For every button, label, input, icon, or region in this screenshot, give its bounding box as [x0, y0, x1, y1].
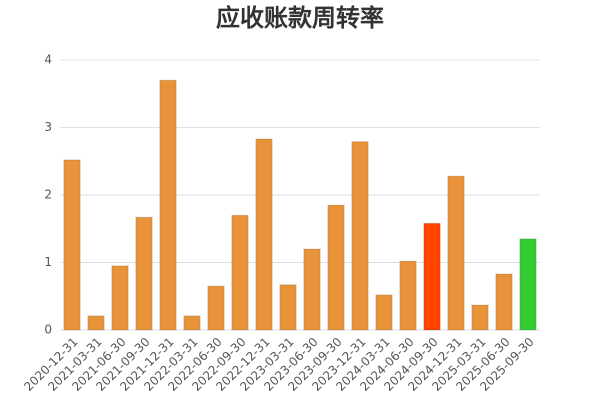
- chart-title: 应收账款周转率: [216, 4, 384, 32]
- bar: [159, 79, 177, 331]
- y-tick-label: 3: [44, 120, 52, 134]
- bar: [447, 175, 465, 331]
- bar: [87, 315, 105, 331]
- y-tick-label: 2: [44, 188, 52, 202]
- bar: [135, 216, 153, 331]
- y-tick-label: 1: [44, 255, 52, 269]
- bar: [495, 273, 513, 331]
- y-tick-label: 0: [44, 323, 52, 337]
- bar: [423, 222, 441, 331]
- bar: [399, 260, 417, 331]
- bar: [279, 284, 297, 331]
- bar: [351, 141, 369, 331]
- bar: [303, 248, 321, 331]
- bar: [471, 304, 489, 331]
- bar: [207, 285, 225, 331]
- bar: [327, 204, 345, 331]
- bar: [519, 238, 537, 331]
- bar: [183, 315, 201, 331]
- bar: [111, 265, 129, 331]
- bar: [375, 294, 393, 331]
- bar: [63, 159, 81, 331]
- y-tick-label: 4: [44, 53, 52, 67]
- bar: [231, 214, 249, 331]
- bar: [255, 138, 273, 331]
